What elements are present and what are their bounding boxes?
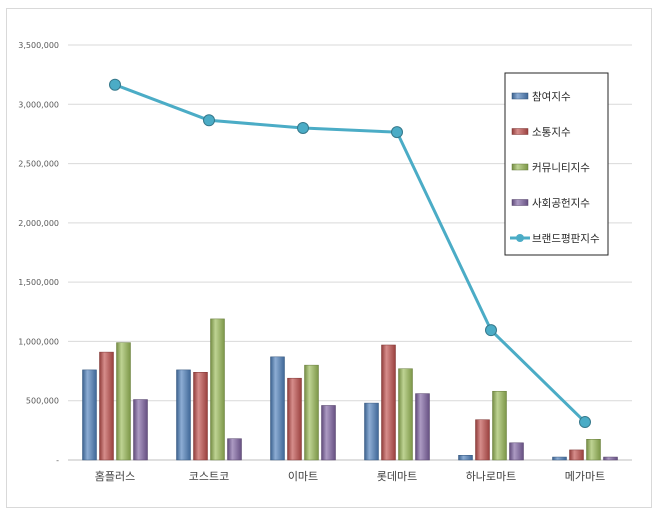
y-tick-label: 500,000 xyxy=(26,397,59,406)
bar-참여지수-롯데마트 xyxy=(364,402,379,461)
bar-커뮤니티지수-메가마트 xyxy=(586,439,601,461)
bar-사회공헌지수-메가마트 xyxy=(603,456,618,461)
line-point xyxy=(203,114,215,127)
line-브랜드평판지수 xyxy=(114,83,587,424)
legend-label: 참여지수 xyxy=(532,91,571,103)
legend-swatch xyxy=(511,199,529,206)
legend-label: 커뮤니티지수 xyxy=(532,162,590,174)
bar-참여지수-코스트코 xyxy=(176,369,191,461)
bar-사회공헌지수-하나로마트 xyxy=(509,442,524,461)
bar-커뮤니티지수-코스트코 xyxy=(210,318,225,461)
y-tick-label: 1,000,000 xyxy=(18,337,59,346)
line-point xyxy=(579,416,591,429)
line-point xyxy=(297,122,309,134)
bar-소통지수-코스트코 xyxy=(193,372,208,461)
y-tick-label: - xyxy=(56,456,59,465)
bar-소통지수-이마트 xyxy=(287,377,302,461)
bar-소통지수-하나로마트 xyxy=(475,419,490,461)
bar-커뮤니티지수-홈플러스 xyxy=(116,342,131,461)
line-point xyxy=(391,126,403,139)
bar-참여지수-메가마트 xyxy=(552,456,567,461)
y-tick-label: 2,500,000 xyxy=(18,160,59,169)
x-category-label: 하나로마트 xyxy=(466,469,517,483)
bar-소통지수-메가마트 xyxy=(569,449,584,461)
legend-swatch-point xyxy=(516,234,524,242)
legend-label: 소통지수 xyxy=(532,127,571,139)
legend-swatch xyxy=(511,128,529,135)
bar-소통지수-홈플러스 xyxy=(99,351,114,461)
bar-사회공헌지수-코스트코 xyxy=(227,438,242,461)
bar-커뮤니티지수-이마트 xyxy=(304,364,319,461)
bar-참여지수-하나로마트 xyxy=(458,455,473,461)
x-category-label: 롯데마트 xyxy=(377,470,417,483)
bar-커뮤니티지수-하나로마트 xyxy=(492,390,507,461)
y-tick-label: 2,000,000 xyxy=(18,219,59,228)
legend-swatch xyxy=(511,163,529,171)
legend-label: 사회공헌지수 xyxy=(532,198,590,210)
bar-소통지수-롯데마트 xyxy=(381,344,396,461)
legend-swatch xyxy=(511,92,529,100)
y-tick-label: 3,500,000 xyxy=(18,41,59,50)
legend-label: 브랜드평판지수 xyxy=(532,233,600,245)
line-point xyxy=(485,324,497,337)
bar-사회공헌지수-홈플러스 xyxy=(133,399,148,461)
bar-참여지수-이마트 xyxy=(270,356,285,461)
bar-사회공헌지수-롯데마트 xyxy=(415,393,430,461)
x-category-label: 코스트코 xyxy=(189,470,229,483)
line-point xyxy=(109,78,121,91)
y-tick-label: 3,000,000 xyxy=(18,100,59,109)
y-tick-label: 1,500,000 xyxy=(18,278,59,287)
bar-커뮤니티지수-롯데마트 xyxy=(398,368,413,461)
x-category-label: 이마트 xyxy=(288,470,318,483)
x-category-label: 홈플러스 xyxy=(95,469,135,483)
bar-사회공헌지수-이마트 xyxy=(321,405,336,461)
x-category-label: 메가마트 xyxy=(565,470,605,483)
bar-참여지수-홈플러스 xyxy=(82,369,97,461)
